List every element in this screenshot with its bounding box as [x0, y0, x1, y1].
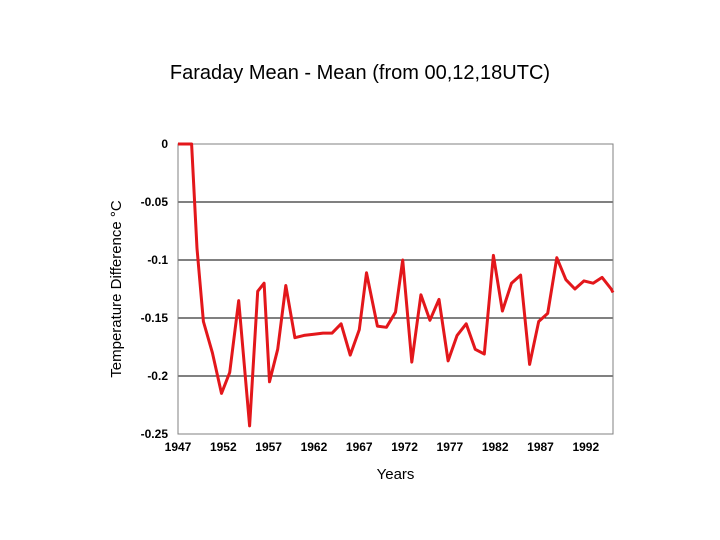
x-tick-label: 1977	[437, 440, 464, 454]
series-layer	[178, 142, 615, 428]
x-tick-label: 1962	[301, 440, 328, 454]
y-tick-label: -0.05	[141, 195, 169, 209]
y-tick-label: -0.25	[141, 427, 169, 441]
y-tick-label: 0	[161, 137, 168, 151]
x-tick-label: 1947	[165, 440, 192, 454]
y-axis-ticks: 0 -0.05 -0.1 -0.15 -0.2 -0.25	[141, 137, 169, 441]
x-tick-label: 1952	[210, 440, 237, 454]
x-tick-label: 1992	[572, 440, 599, 454]
chart-title: Faraday Mean - Mean (from 00,12,18UTC)	[169, 62, 551, 84]
x-tick-label: 1982	[482, 440, 509, 454]
x-tick-label: 1957	[255, 440, 282, 454]
y-axis-title: Temperature Difference °C	[108, 200, 125, 378]
series-line	[178, 142, 615, 428]
x-tick-label: 1987	[527, 440, 554, 454]
y-tick-label: -0.15	[141, 311, 169, 325]
x-axis-title: Years	[377, 466, 415, 483]
x-tick-label: 1967	[346, 440, 373, 454]
x-axis-ticks: 1947 1952 1957 1962 1967 1972 1977 1982 1987 1992	[165, 440, 600, 454]
y-tick-label: -0.2	[147, 369, 168, 383]
plot-area	[177, 143, 614, 435]
y-tick-label: -0.1	[147, 253, 168, 267]
x-tick-label: 1972	[391, 440, 418, 454]
